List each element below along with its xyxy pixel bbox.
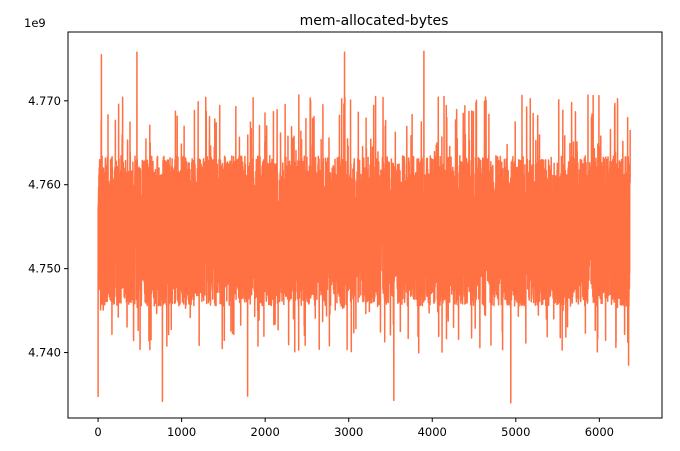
x-tick-label: 3000 (334, 425, 363, 439)
x-tick-label: 4000 (418, 425, 447, 439)
y-tick-label: 4.740 (28, 346, 61, 360)
x-tick-label: 6000 (585, 425, 614, 439)
series-line (97, 50, 631, 404)
x-tick-label: 2000 (251, 425, 280, 439)
y-tick-label: 4.760 (28, 178, 61, 192)
y-tick-label: 4.770 (28, 94, 61, 108)
x-tick-label: 1000 (167, 425, 196, 439)
y-tick-label: 4.750 (28, 262, 61, 276)
x-tick-label: 5000 (501, 425, 530, 439)
y-axis-ticks: 4.740 4.750 4.760 4.770 (28, 94, 68, 360)
x-axis-ticks: 0 1000 2000 3000 4000 5000 6000 (94, 418, 614, 439)
series-line-group (97, 50, 631, 404)
x-tick-label: 0 (94, 425, 101, 439)
plot-area-frame (67, 31, 663, 419)
chart-title: mem-allocated-bytes (300, 13, 449, 29)
y-offset-label: 1e9 (24, 16, 46, 30)
